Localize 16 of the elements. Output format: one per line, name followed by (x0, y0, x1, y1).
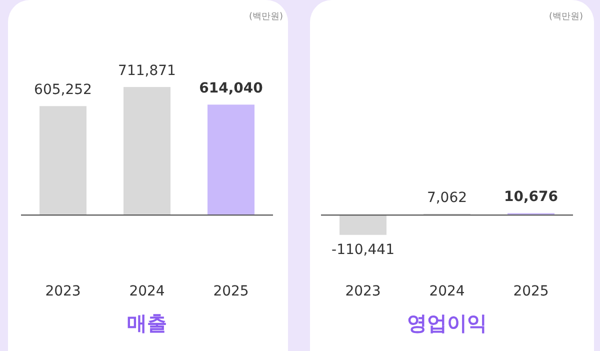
data-label: 7,062 (426, 190, 468, 206)
text: (백만원) (248, 12, 283, 22)
data-label: -110,441 (332, 242, 394, 258)
x-tick-label: 2024 (429, 284, 465, 300)
x-tick-label: 2023 (45, 284, 81, 300)
x-tick-label: 2024 (129, 284, 165, 300)
data-label: 711,871 (118, 62, 176, 79)
data-label: 605,252 (34, 82, 92, 98)
data-label: 10,676 (504, 189, 558, 206)
data-label: 614,040 (199, 80, 264, 97)
x-tick-label: 2023 (345, 284, 381, 300)
text: 영업이익 (407, 311, 487, 335)
x-tick-label: 2025 (213, 284, 249, 300)
x-tick-label: 2025 (513, 284, 549, 300)
text: 매출 (127, 311, 167, 335)
text: (백만원) (548, 12, 583, 22)
